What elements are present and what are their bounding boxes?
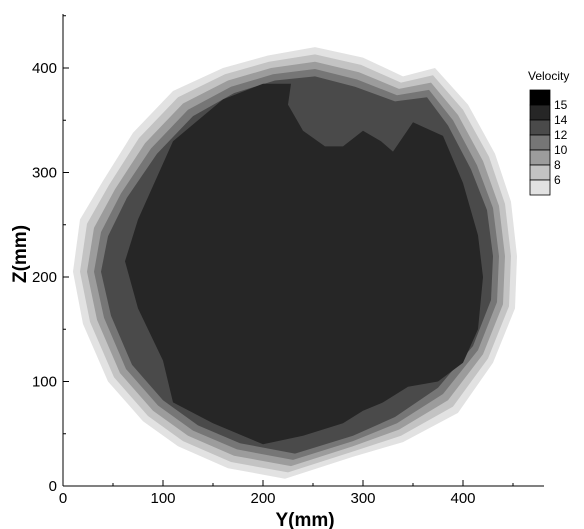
legend-swatch [529,164,551,181]
legend-label: 10 [554,143,568,157]
y-tick-label: 300 [32,165,57,182]
x-tick-label: 400 [450,490,475,507]
legend-label: 8 [554,158,561,172]
legend-swatch [529,104,551,121]
plot-area [73,47,517,479]
legend-swatch [529,89,551,106]
x-tick-label: 0 [59,490,67,507]
legend-title: Velocity [528,69,569,83]
legend-label: 15 [554,98,568,112]
y-tick-label: 100 [32,374,57,391]
contour-region-6 [125,83,483,445]
legend-swatch [529,179,551,196]
legend-swatch [529,119,551,136]
y-axis-title: Z(mm) [10,225,31,283]
x-tick-label: 100 [150,490,175,507]
legend-swatch [529,134,551,151]
legend-label: 12 [554,128,568,142]
x-tick-label: 300 [350,490,375,507]
y-ticks: 0 100 200 300 400 [32,15,69,495]
y-tick-label: 200 [32,269,57,286]
legend-swatch [529,149,551,166]
y-tick-label: 0 [49,478,57,495]
x-tick-label: 200 [250,490,275,507]
x-ticks: 0 100 200 300 400 [59,480,514,507]
x-axis-title: Y(mm) [275,510,334,529]
legend-label: 14 [554,113,568,127]
axes: 0 100 200 300 400 0 100 200 300 400 [32,14,544,507]
legend-label: 6 [554,173,561,187]
y-tick-label: 400 [32,60,57,77]
